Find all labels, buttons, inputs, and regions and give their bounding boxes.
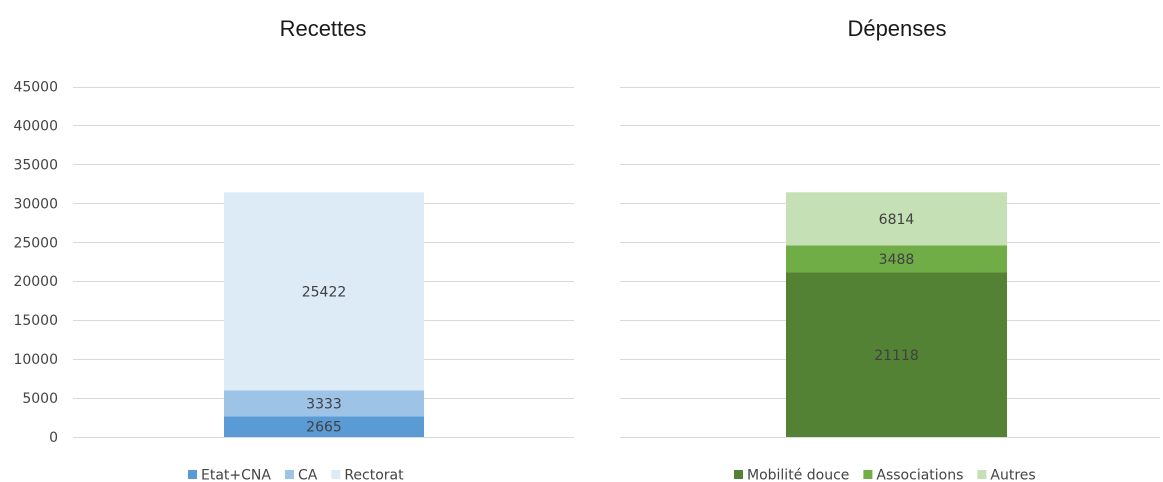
depenses-chart: Dépenses 21118 3488 6814 Mobilité douce Ass… (620, 16, 1160, 482)
y-tick-label: 35000 (13, 157, 58, 173)
bar-segment (786, 192, 1007, 246)
data-label: 3333 (306, 396, 342, 412)
bar-segment (786, 245, 1007, 273)
bar-segment (224, 192, 424, 391)
legend-swatch (284, 470, 294, 479)
data-label: 6814 (879, 212, 915, 228)
y-tick-label: 5000 (22, 391, 58, 407)
legend-entry: Rectorat (344, 468, 404, 482)
y-tick-label: 20000 (13, 274, 58, 290)
data-label: 21118 (874, 348, 919, 364)
recettes-chart: Recettes 0 5000 10000 15000 20000 25000 30000 3… (13, 16, 574, 482)
legend-swatch (863, 470, 873, 479)
legend-swatch (331, 470, 341, 479)
recettes-legend: Etat+CNA CA Rectorat (188, 468, 404, 482)
y-tick-label: 30000 (13, 196, 58, 212)
legend-swatch (188, 470, 197, 479)
legend-entry: CA (298, 468, 318, 482)
data-label: 25422 (302, 284, 347, 300)
legend-entry: Autres (990, 468, 1035, 482)
recettes-bar-stack: 2665 3333 25422 (224, 192, 424, 437)
depenses-legend: Mobilité douce Associations Autres (734, 468, 1036, 482)
recettes-y-axis: 0 5000 10000 15000 20000 25000 30000 35000 40000… (13, 80, 58, 447)
data-label: 2665 (306, 420, 342, 436)
y-tick-label: 45000 (13, 80, 58, 96)
y-tick-label: 40000 (13, 118, 58, 134)
legend-entry: Associations (876, 468, 963, 482)
data-label: 3488 (879, 252, 915, 268)
depenses-title: Dépenses (847, 16, 946, 41)
legend-entry: Mobilité douce (747, 468, 849, 482)
y-tick-label: 10000 (13, 352, 58, 368)
bar-segment (224, 390, 424, 417)
recettes-title: Recettes (280, 16, 367, 41)
y-tick-label: 15000 (13, 313, 58, 329)
legend-swatch (977, 470, 987, 479)
y-tick-label: 0 (49, 430, 58, 446)
bar-segment (786, 272, 1007, 437)
legend-entry: Etat+CNA (201, 468, 271, 482)
bar-segment (224, 416, 424, 437)
legend-swatch (734, 470, 743, 479)
y-tick-label: 25000 (13, 235, 58, 251)
depenses-bar-stack: 21118 3488 6814 (786, 192, 1007, 437)
